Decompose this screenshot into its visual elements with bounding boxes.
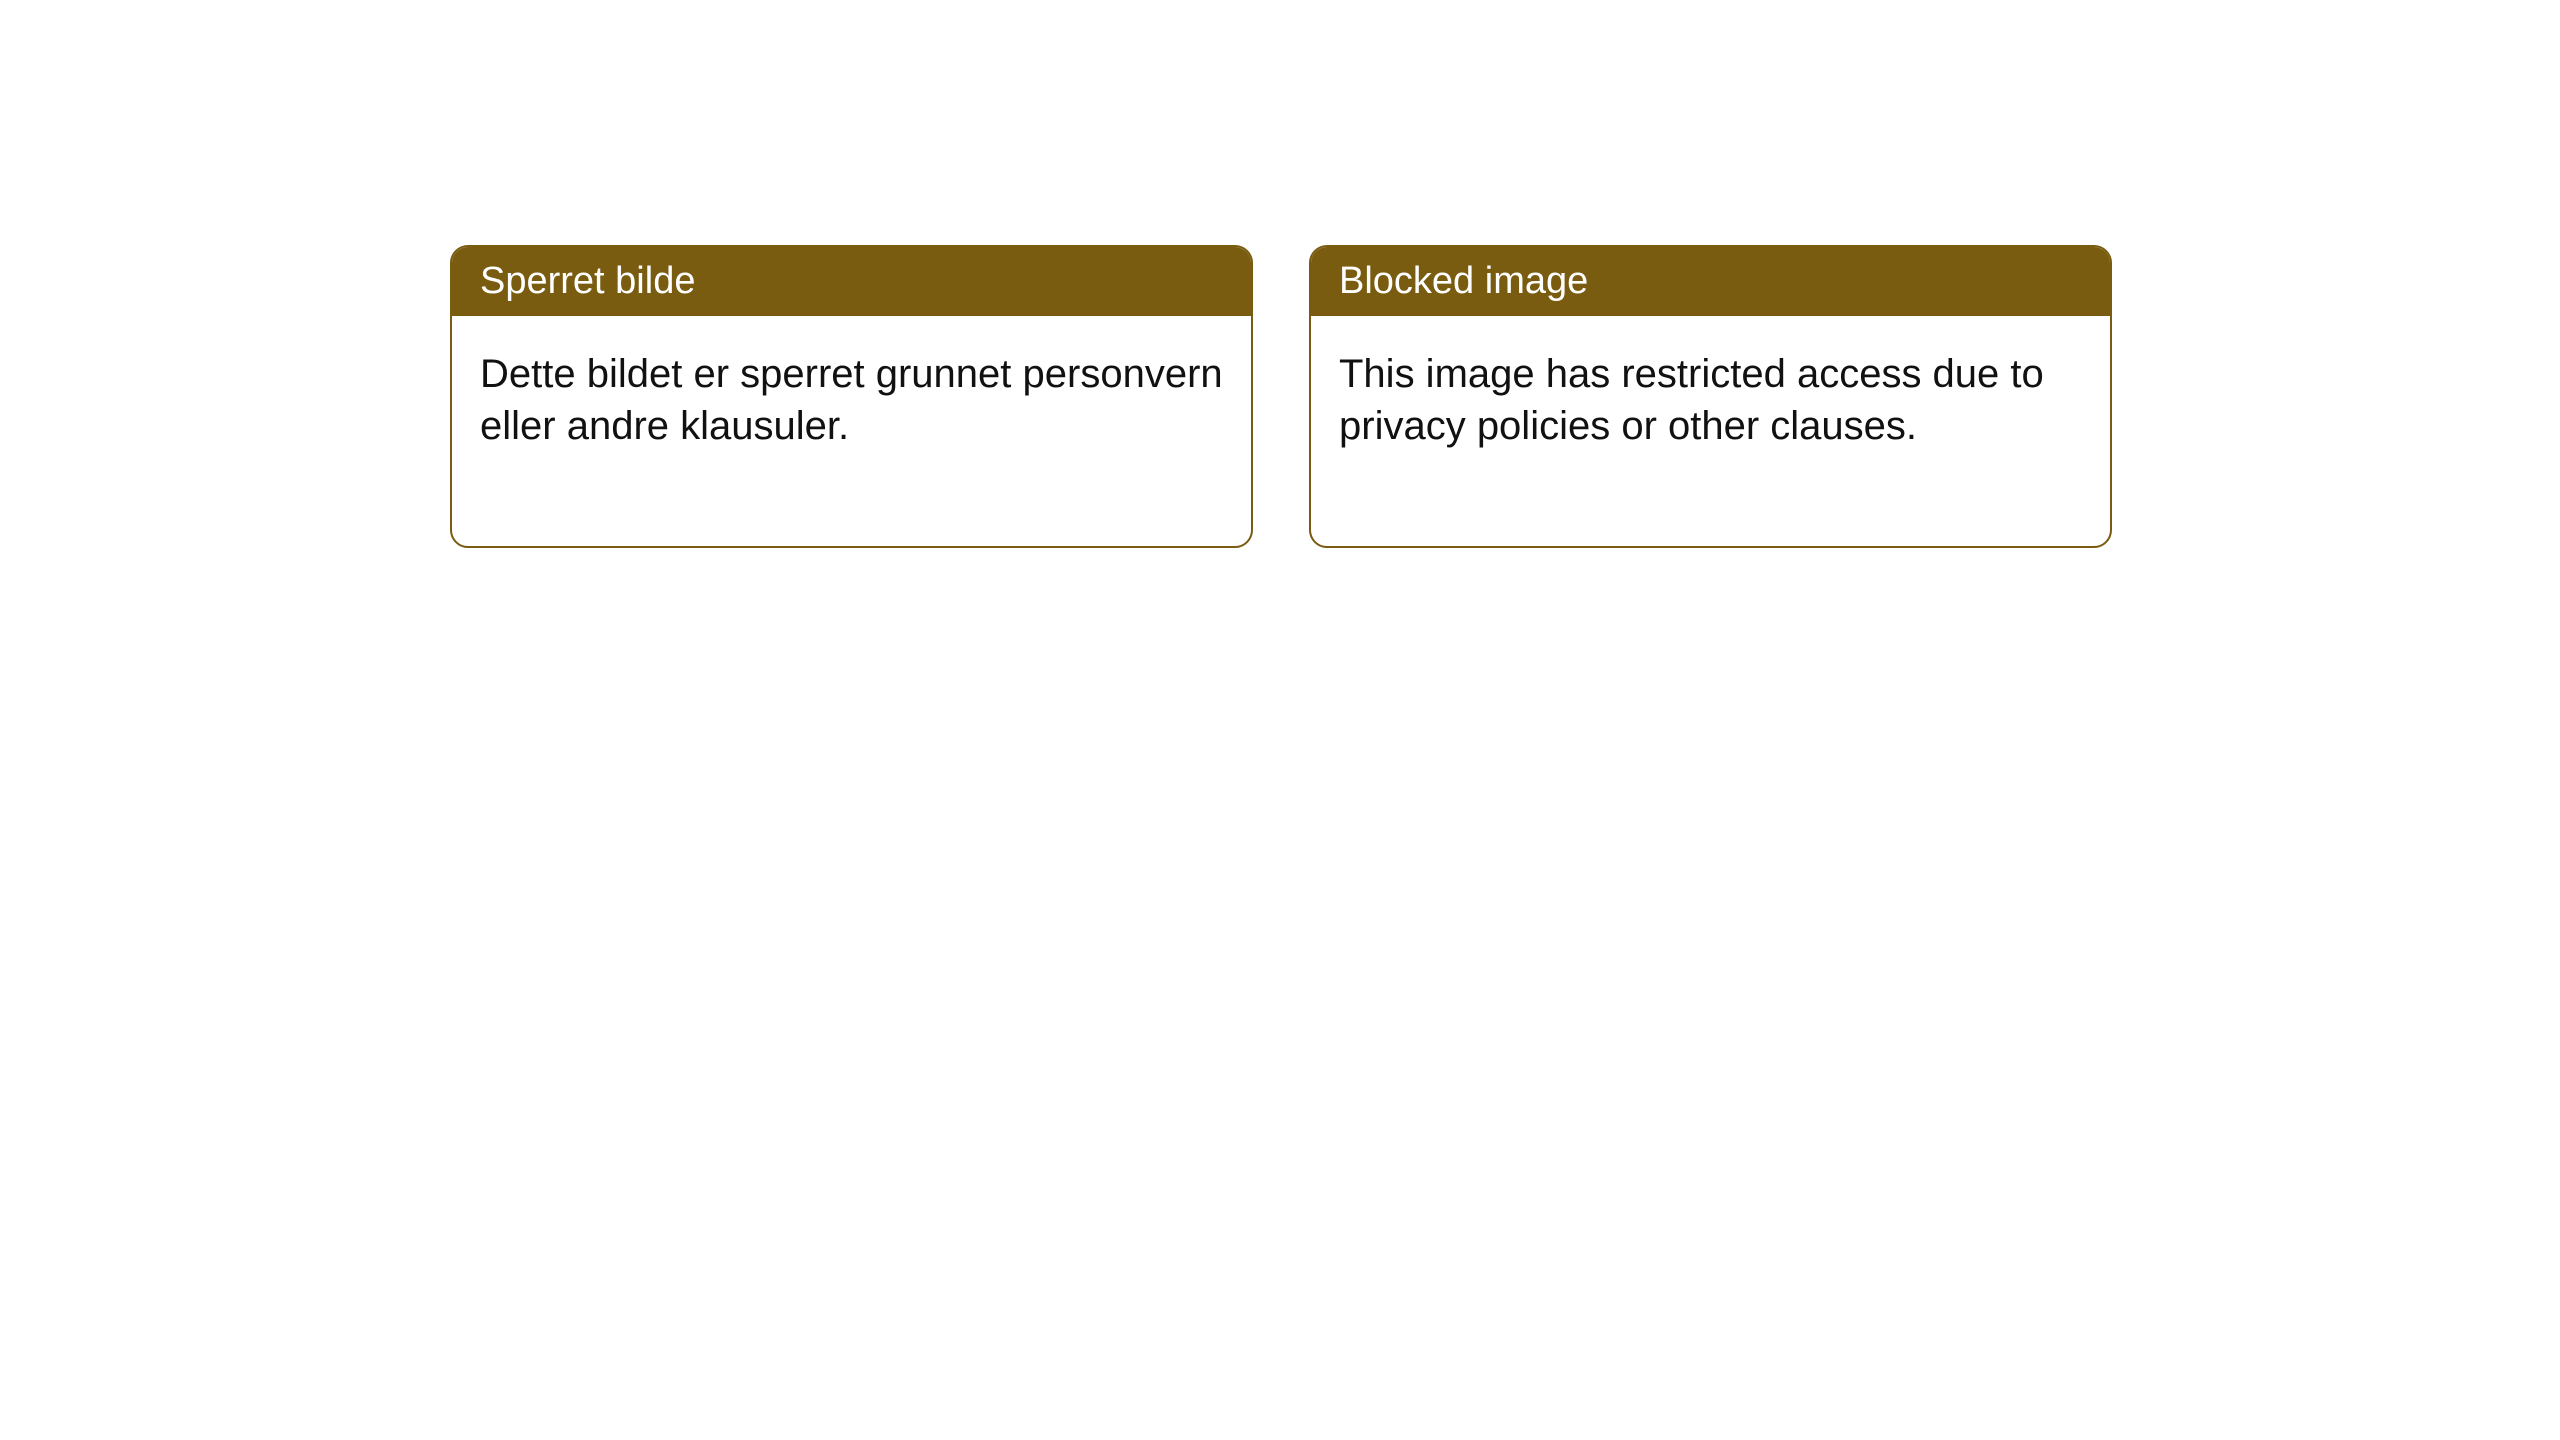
blocked-image-card-norwegian: Sperret bilde Dette bildet er sperret gr… [450,245,1253,548]
card-body-norwegian: Dette bildet er sperret grunnet personve… [452,316,1251,546]
blocked-image-notices: Sperret bilde Dette bildet er sperret gr… [450,245,2112,548]
card-header-english: Blocked image [1311,247,2110,316]
card-body-english: This image has restricted access due to … [1311,316,2110,546]
blocked-image-card-english: Blocked image This image has restricted … [1309,245,2112,548]
card-header-norwegian: Sperret bilde [452,247,1251,316]
